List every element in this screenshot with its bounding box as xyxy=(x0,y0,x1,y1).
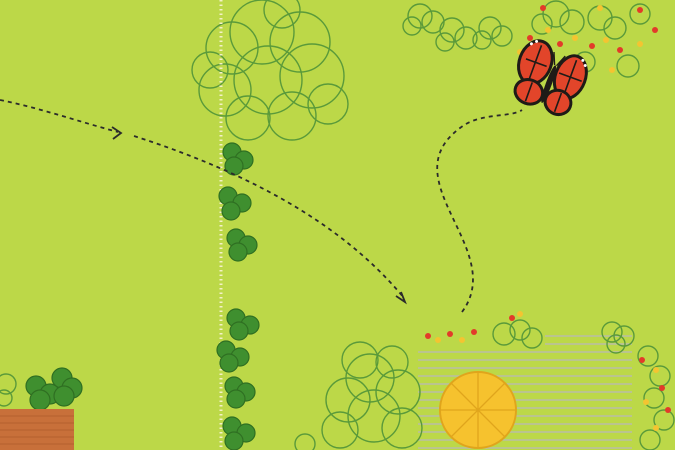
large-tree-canopy-icon xyxy=(191,0,349,141)
butterfly-icon xyxy=(513,39,588,117)
bottom-left-shrub-cluster xyxy=(25,367,83,411)
wooden-deck-icon xyxy=(0,409,74,450)
path-arrowheads xyxy=(111,126,407,305)
patio-shrubs xyxy=(492,319,675,450)
flower-bed-patio xyxy=(425,311,671,431)
patio-umbrella-icon xyxy=(439,371,517,449)
bottom-left-shrubs xyxy=(0,373,17,407)
flower-bed-top xyxy=(517,5,658,73)
top-shrub-row xyxy=(402,0,651,78)
dashed-flight-path-icon xyxy=(0,99,523,313)
lower-tree-canopy xyxy=(294,341,423,450)
shrub-column xyxy=(216,142,260,450)
